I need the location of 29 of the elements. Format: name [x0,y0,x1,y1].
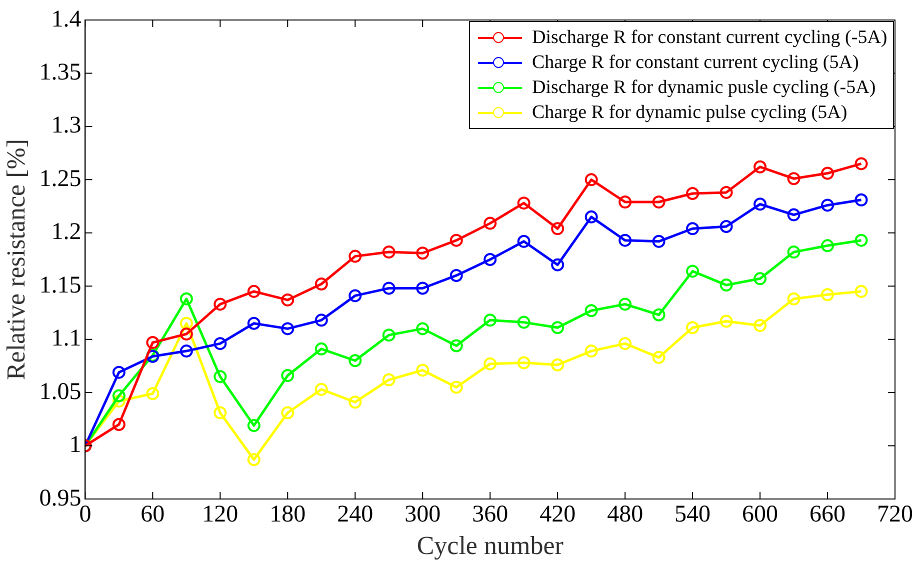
legend-label: Discharge R for constant current cycling (-5A) [532,26,888,50]
y-tick-label: 1.05 [39,378,82,405]
legend-label: Discharge R for dynamic pusle cycling (-5A) [532,76,876,100]
x-tick-label: 60 [140,502,165,528]
x-tick-label: 120 [202,502,238,528]
x-tick-label: 480 [607,502,644,528]
legend-label: Charge R for constant current cycling (5A) [532,51,859,75]
x-tick-label: 600 [742,502,778,528]
y-tick-label: 1.15 [39,272,82,298]
y-tick-label: 1.35 [39,60,82,86]
y-tick-label: 1.3 [51,112,82,139]
legend-label: Charge R for dynamic pulse cycling (5A) [532,101,848,125]
y-tick-label: 1.4 [51,6,82,32]
x-tick-label: 240 [337,502,374,528]
x-tick-label: 720 [877,502,913,528]
x-tick-label: 180 [270,502,306,528]
y-axis-title: Relative resistance [%] [1,138,30,380]
y-tick-label: 1.25 [39,166,82,192]
x-tick-label: 0 [79,502,92,528]
x-tick-label: 300 [404,502,441,528]
x-axis-title: Cycle number [416,531,564,560]
x-tick-label: 420 [540,502,576,528]
y-tick-label: 1 [69,432,82,458]
x-tick-label: 540 [674,502,711,528]
y-tick-label: 1.1 [51,326,82,352]
y-tick-label: 0.95 [39,485,82,512]
x-tick-label: 660 [810,502,846,528]
x-tick-label: 360 [472,502,508,528]
y-tick-label: 1.2 [51,219,82,246]
